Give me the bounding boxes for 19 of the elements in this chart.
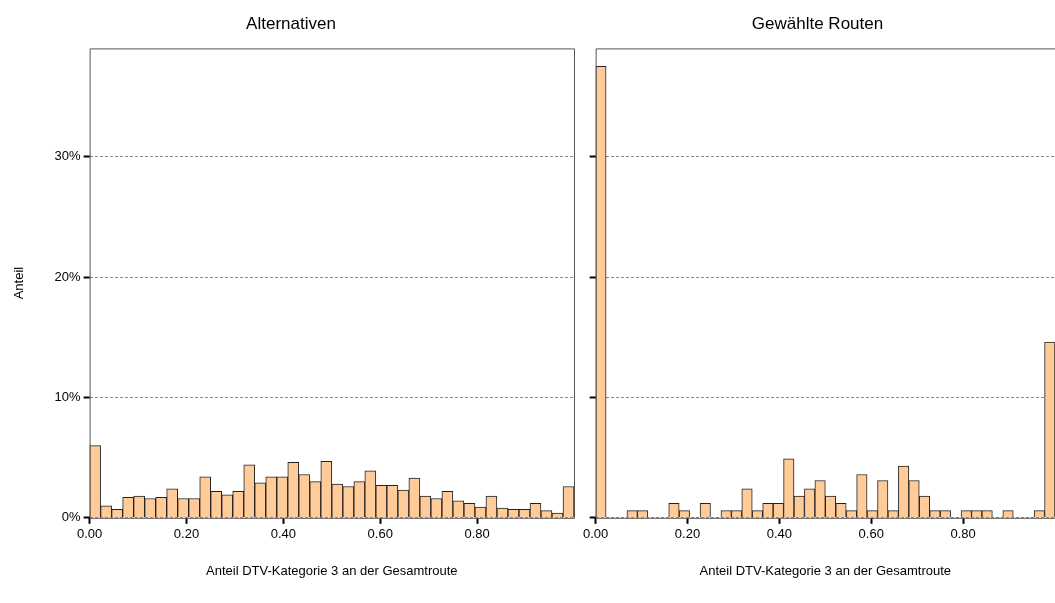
x-tick-label: 0.80 (464, 526, 490, 542)
chart-title: Gewählte Routen (751, 13, 884, 33)
x-tick-label: 0.60 (858, 526, 884, 542)
x-tick-label: 0.80 (950, 526, 976, 542)
x-axis-title: Anteil DTV-Kategorie 3 an der Gesamtroute (206, 562, 458, 578)
x-tick-label: 0.20 (173, 526, 200, 542)
y-tick-label: 0% (61, 509, 82, 525)
x-axis-title: Anteil DTV-Kategorie 3 an der Gesamtroute (699, 562, 952, 578)
x-tick-label: 0.40 (270, 526, 297, 542)
y-tick-label: 30% (54, 148, 82, 164)
x-tick-label: 0.40 (766, 526, 793, 542)
y-tick-label: 10% (54, 389, 82, 405)
x-tick-label: 0.20 (674, 526, 701, 542)
chart-title: Alternativen (246, 13, 336, 33)
y-tick-label: 20% (54, 268, 82, 284)
x-tick-label: 0.00 (582, 526, 609, 542)
x-tick-label: 0.00 (76, 526, 103, 542)
x-tick-label: 0.60 (367, 526, 393, 542)
y-axis-title: Anteil (11, 266, 27, 300)
